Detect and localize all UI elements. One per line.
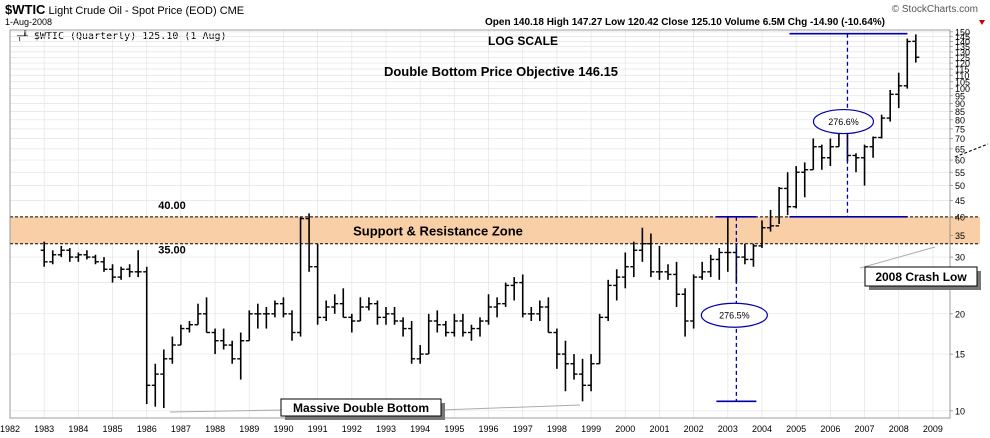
plot-frame (9, 29, 951, 419)
x-tick-label: 2007 (855, 424, 875, 434)
callout-pointer-right (439, 404, 581, 411)
support-resistance-zone: Support & Resistance Zone 40.00 35.00 (10, 200, 980, 256)
x-tick-label: 1988 (205, 424, 225, 434)
y-tick-label: 50 (955, 181, 965, 191)
zone-label: Support & Resistance Zone (353, 223, 523, 238)
x-tick-label: 1998 (547, 424, 567, 434)
crash-pointer (859, 246, 936, 269)
x-tick-label: 1997 (513, 424, 533, 434)
trend-dash-line (954, 143, 989, 158)
y-tick-label: 95 (955, 91, 965, 101)
instrument-name: Light Crude Oil - Spot Price (EOD) (48, 5, 217, 17)
y-tick-label: 80 (955, 115, 965, 125)
down-arrow-icon (979, 20, 985, 25)
y-tick-label: 35 (955, 231, 965, 241)
x-tick-label: 1987 (171, 424, 191, 434)
pct-lower-label: 276.5% (719, 311, 750, 321)
y-tick-label: 140 (955, 37, 970, 47)
x-tick-label: 1992 (342, 424, 362, 434)
y-tick-label: 45 (955, 196, 965, 206)
double-bottom-label: Massive Double Bottom (293, 401, 429, 415)
y-tick-label: 100 (955, 84, 970, 94)
y-tick-label: 85 (955, 107, 965, 117)
y-tick-label: 105 (955, 77, 970, 87)
exchange-label: CME (219, 5, 245, 17)
y-tick-label: 20 (955, 309, 965, 319)
x-tick-label: 1991 (308, 424, 328, 434)
x-tick-label: 1982 (0, 424, 20, 434)
projection-lines: 276.5% 276.6% (700, 32, 908, 403)
level-35-label: 35.00 (158, 244, 186, 256)
level-40-label: 40.00 (158, 200, 186, 212)
x-tick-label: 1996 (479, 424, 499, 434)
callout-pointer-left (169, 409, 283, 413)
y-tick-label: 110 (955, 71, 969, 81)
x-tick-label: 2008 (889, 424, 909, 434)
x-tick-label: 1995 (444, 424, 464, 434)
axes: 1501451401351301251201151101051009590858… (0, 27, 970, 434)
x-tick-label: 1983 (34, 424, 54, 434)
pct-upper-ellipse (812, 108, 875, 135)
y-tick-label: 60 (955, 156, 965, 166)
x-tick-label: 1990 (273, 424, 293, 434)
y-tick-label: 40 (955, 212, 965, 222)
chart-date: 1-Aug-2008 (5, 17, 53, 27)
chart-subtitle: LOG SCALE (488, 34, 558, 48)
y-tick-label: 125 (955, 53, 970, 63)
x-tick-label: 2009 (923, 424, 943, 434)
y-tick-label: 115 (955, 65, 969, 75)
y-tick-label: 130 (955, 47, 970, 57)
x-tick-label: 1986 (137, 424, 157, 434)
brand-logo: © StockCharts.com (891, 4, 978, 15)
annotations: Massive Double Bottom 2008 Crash Low (169, 20, 989, 420)
y-tick-label: 150 (955, 27, 970, 37)
x-tick-label: 1999 (581, 424, 601, 434)
chart-header: $WTIC Light Crude Oil - Spot Price (EOD)… (5, 2, 244, 17)
x-tick-label: 2004 (752, 424, 772, 434)
symbol-title: $WTIC (5, 2, 46, 17)
x-tick-label: 2001 (649, 424, 669, 434)
y-tick-label: 65 (955, 144, 965, 154)
x-tick-label: 1984 (68, 424, 88, 434)
pct-upper-label: 276.6% (828, 117, 859, 127)
y-tick-label: 120 (955, 59, 970, 69)
price-bars (40, 34, 920, 409)
ohlc-readout: Open 140.18 High 147.27 Low 120.42 Close… (485, 17, 885, 28)
crash-box (864, 266, 978, 287)
chart-icon: ┬╨ (17, 32, 28, 42)
y-tick-label: 135 (955, 42, 970, 52)
x-tick-label: 1994 (410, 424, 430, 434)
pct-lower-ellipse (700, 302, 768, 328)
y-tick-label: 90 (955, 99, 965, 109)
x-tick-label: 1993 (376, 424, 396, 434)
x-tick-label: 2006 (820, 424, 840, 434)
x-tick-label: 2000 (615, 424, 635, 434)
x-tick-label: 2005 (786, 424, 806, 434)
y-tick-label: 15 (955, 350, 965, 360)
chart-title: Double Bottom Price Objective 146.15 (384, 64, 618, 79)
y-tick-label: 145 (955, 32, 970, 42)
crash-low-label: 2008 Crash Low (875, 270, 967, 284)
y-tick-label: 30 (955, 253, 965, 263)
y-tick-label: 70 (955, 134, 965, 144)
x-tick-label: 1985 (103, 424, 123, 434)
y-tick-label: 75 (955, 124, 965, 134)
x-tick-label: 2002 (684, 424, 704, 434)
x-tick-label: 1989 (239, 424, 259, 434)
y-tick-label: 55 (955, 168, 965, 178)
x-tick-label: 2003 (718, 424, 738, 434)
zone-band (10, 216, 980, 244)
callout-box (280, 398, 442, 417)
y-tick-label: 10 (955, 406, 965, 416)
